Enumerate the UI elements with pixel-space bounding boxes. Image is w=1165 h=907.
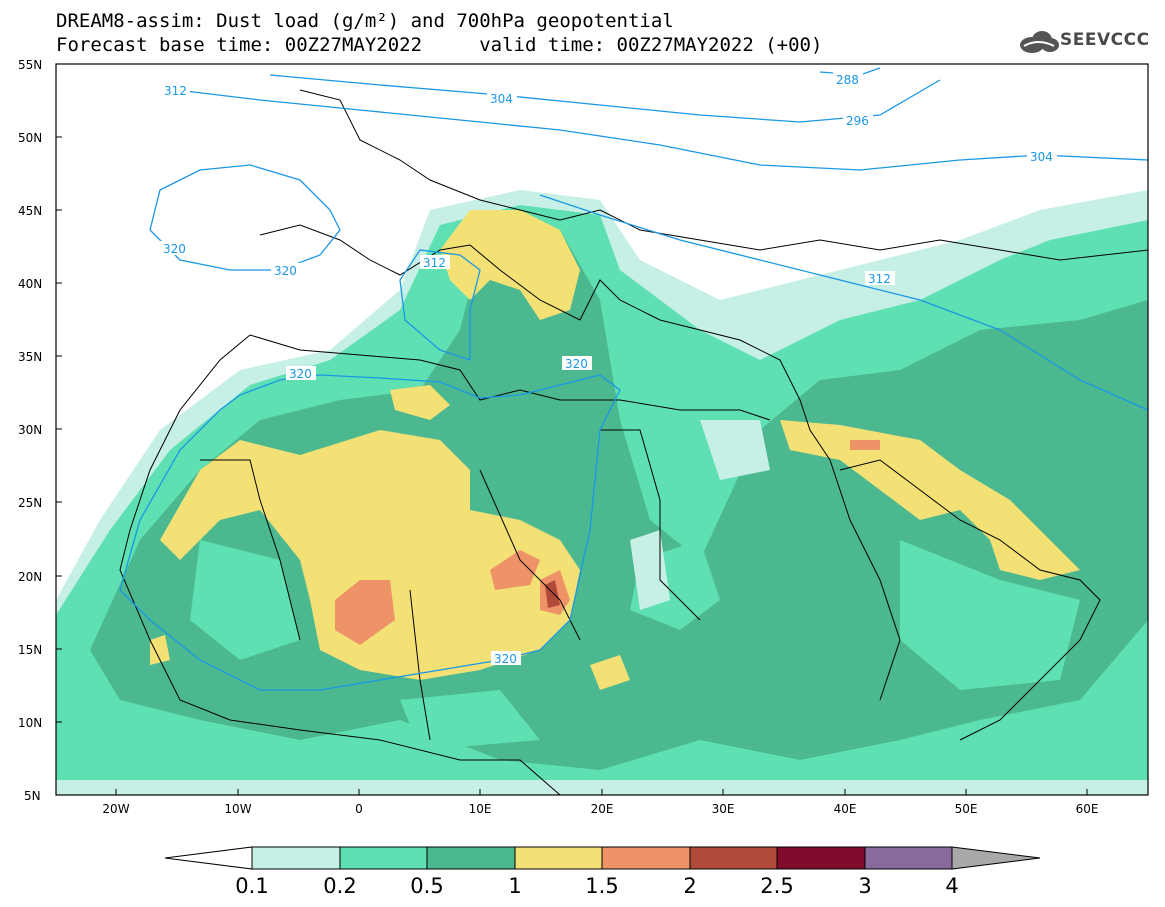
colorbar-tick: 2.5 xyxy=(760,874,793,898)
colorbar-over-arrow xyxy=(951,846,1041,870)
lat-label: 15N xyxy=(18,643,42,657)
dust-field xyxy=(56,190,1148,795)
lat-label: 50N xyxy=(18,131,42,145)
colorbar-bin xyxy=(601,846,691,870)
contour-label: 320 xyxy=(289,367,312,381)
dust-level-1 xyxy=(160,430,580,680)
colorbar-tick: 0.1 xyxy=(235,874,268,898)
lat-label: 35N xyxy=(18,350,42,364)
lon-label: 10E xyxy=(469,802,492,816)
lat-ticks xyxy=(56,63,62,796)
lat-label: 40N xyxy=(18,277,42,291)
map-title-line-2: Forecast base time: 00Z27MAY2022 valid t… xyxy=(56,34,823,56)
colorbar-labels: 0.1 0.2 0.5 1 1.5 2 2.5 3 4 xyxy=(235,874,958,898)
dust-level-1.5 xyxy=(335,580,395,645)
lat-label: 10N xyxy=(18,716,42,730)
contour-label: 304 xyxy=(490,92,513,106)
lat-label: 55N xyxy=(18,58,42,72)
colorbar xyxy=(164,846,1041,870)
lon-label: 50E xyxy=(955,802,978,816)
seevccc-logo xyxy=(1020,31,1059,53)
contour-label: 296 xyxy=(846,114,869,128)
lon-label: 0 xyxy=(355,802,363,816)
colorbar-tick: 2 xyxy=(683,874,696,898)
contour-label: 312 xyxy=(164,84,187,98)
lon-label: 40E xyxy=(834,802,857,816)
lat-label: 5N xyxy=(24,789,41,803)
contour-labels: 312 304 288 296 304 320 320 312 312 320 … xyxy=(160,72,1057,666)
lon-ticks xyxy=(115,789,1088,795)
map-title-line-1: DREAM8-assim: Dust load (g/m²) and 700hP… xyxy=(56,10,674,32)
lat-label: 30N xyxy=(18,423,42,437)
colorbar-bin xyxy=(864,846,953,870)
lon-label: 60E xyxy=(1076,802,1099,816)
contour-label: 288 xyxy=(836,73,859,87)
contour-label: 320 xyxy=(163,242,186,256)
contour-label: 304 xyxy=(1030,150,1053,164)
lon-label: 20E xyxy=(591,802,614,816)
contour-label: 312 xyxy=(423,256,446,270)
colorbar-bin xyxy=(251,846,341,870)
colorbar-bin xyxy=(426,846,516,870)
colorbar-bin xyxy=(776,846,866,870)
colorbar-tick: 0.2 xyxy=(323,874,356,898)
colorbar-tick: 1 xyxy=(508,874,521,898)
colorbar-tick: 4 xyxy=(945,874,958,898)
contour-label: 312 xyxy=(868,272,891,286)
lat-label: 45N xyxy=(18,204,42,218)
colorbar-tick: 0.5 xyxy=(410,874,443,898)
contour-label: 320 xyxy=(274,264,297,278)
lon-labels: 20W 10W 0 10E 20E 30E 40E 50E 60E xyxy=(102,802,1098,816)
colorbar-bin xyxy=(514,846,603,870)
colorbar-bin xyxy=(339,846,428,870)
lon-label: 10W xyxy=(224,802,251,816)
colorbar-bin xyxy=(689,846,778,870)
logo-text: SEEVCCC xyxy=(1060,30,1150,50)
colorbar-tick: 1.5 xyxy=(585,874,618,898)
lon-label: 20W xyxy=(102,802,129,816)
coastlines xyxy=(119,89,1148,795)
lon-label: 30E xyxy=(712,802,735,816)
lat-label: 25N xyxy=(18,496,42,510)
lat-labels: 55N 50N 45N 40N 35N 30N 25N 20N 15N 10N … xyxy=(18,58,42,803)
colorbar-tick: 3 xyxy=(858,874,871,898)
lat-label: 20N xyxy=(18,570,42,584)
contour-label: 320 xyxy=(494,652,517,666)
contour-label: 320 xyxy=(565,357,588,371)
dust-level-2 xyxy=(545,580,560,608)
colorbar-under-arrow xyxy=(164,846,253,870)
